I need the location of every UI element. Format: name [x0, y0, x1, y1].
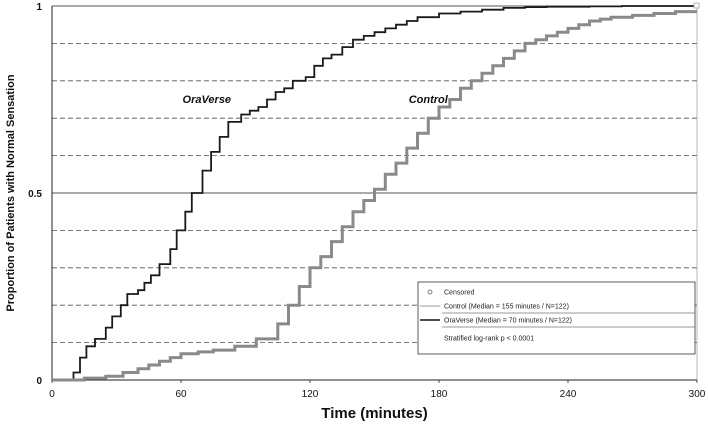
legend-censored-icon [427, 289, 433, 295]
legend-entry-text: OraVerse (Median = 70 minutes / N=122) [444, 318, 572, 325]
x-axis-title: Time (minutes) [321, 405, 427, 422]
legend-entry-text: Censored [444, 290, 474, 297]
legend-entry-text: Control (Median = 155 minutes / N=122) [444, 304, 569, 311]
x-tick-label: 180 [431, 389, 448, 400]
tick-labels: 0 60 120 180 240 300 0 0.5 1 [28, 2, 706, 400]
series-label-oraverse: OraVerse [183, 94, 232, 106]
axes [51, 6, 698, 381]
series [52, 2, 700, 382]
series-line-control [52, 10, 697, 382]
legend: Censored Control (Median = 155 minutes / … [417, 281, 696, 355]
series-label-control: Control [409, 94, 449, 106]
x-tick-label: 240 [560, 389, 577, 400]
censored-marker [693, 2, 700, 9]
y-axis-title: Proportion of Patients with Normal Sensa… [5, 74, 17, 311]
x-tick-label: 0 [49, 389, 55, 400]
x-tick-label: 300 [689, 389, 706, 400]
y-tick-label: 1 [36, 2, 42, 13]
series-line-oraverse [52, 5, 697, 381]
x-tick-label: 120 [302, 389, 319, 400]
legend-entry-text: Stratified log-rank p < 0.0001 [444, 336, 534, 343]
x-tick-label: 60 [175, 389, 187, 400]
y-tick-label: 0.5 [28, 189, 42, 200]
y-tick-label: 0 [36, 376, 42, 387]
legend-box [417, 281, 696, 355]
